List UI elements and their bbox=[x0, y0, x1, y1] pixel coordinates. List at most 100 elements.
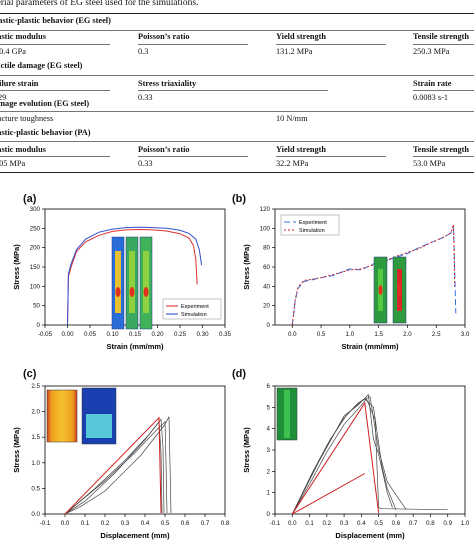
y-tick-label: 0.0 bbox=[31, 511, 40, 518]
table-cell: 0.3 bbox=[138, 47, 149, 56]
series-line-4 bbox=[64, 416, 172, 515]
table-rule bbox=[413, 156, 474, 157]
x-tick-label: 0.1 bbox=[305, 520, 314, 527]
table-cell: 90.4 GPa bbox=[0, 47, 26, 56]
y-tick-label: 1 bbox=[267, 490, 271, 497]
legend-entry: Simulation bbox=[181, 312, 207, 318]
x-tick-label: 0.00 bbox=[61, 331, 74, 338]
y-tick-label: 80 bbox=[263, 245, 270, 252]
legend-box bbox=[280, 214, 340, 236]
x-tick-label: 0.8 bbox=[221, 520, 230, 527]
chart-panel-c: -0.1 0.0 0.1 0.2 0.3 0.4 0.5 0.6 0.7 0.80.00.51.0… bbox=[12, 383, 230, 540]
specimen-gauge bbox=[143, 251, 149, 313]
y-tick-label: 4 bbox=[267, 426, 271, 433]
panel-label-d: (d) bbox=[232, 368, 247, 380]
specimen-gauge bbox=[115, 251, 121, 313]
col-header: Poisson’s ratio bbox=[138, 32, 190, 41]
table-cell: racture toughness bbox=[0, 114, 54, 123]
table-rule-bottom bbox=[0, 172, 474, 173]
y-tick-label: 250 bbox=[30, 225, 41, 232]
col-header: Tensile strength bbox=[413, 32, 470, 41]
col-header: Poisson’s ratio bbox=[138, 145, 190, 154]
y-tick-label: 300 bbox=[30, 206, 41, 213]
fem-contour-inset-d bbox=[276, 387, 298, 441]
x-tick-label: 0.5 bbox=[161, 520, 170, 527]
col-header: Yield strength bbox=[276, 32, 327, 41]
table-cell: 10 N/mm bbox=[276, 114, 308, 123]
table-rule bbox=[138, 90, 328, 91]
legend: Experiment Simulation bbox=[162, 298, 222, 320]
panel-label-b: (b) bbox=[232, 193, 247, 205]
x-tick-label: 0.0 bbox=[61, 520, 70, 527]
table-rule bbox=[0, 44, 110, 45]
legend: Experiment Simulation bbox=[280, 214, 340, 236]
series-line-2 bbox=[67, 226, 203, 326]
table-cell: 53.0 MPa bbox=[413, 159, 446, 168]
series-line-2 bbox=[291, 396, 407, 515]
y-tick-label: 1.0 bbox=[31, 460, 40, 467]
x-tick-label: 0.6 bbox=[181, 520, 190, 527]
table-rule bbox=[276, 44, 386, 45]
table-rule bbox=[138, 156, 248, 157]
y-tick-label: 6 bbox=[267, 383, 271, 390]
x-tick-label: 0.7 bbox=[201, 520, 210, 527]
x-tick-label: 0.0 bbox=[288, 520, 297, 527]
x-tick-label: -0.05 bbox=[38, 331, 53, 338]
specimen-gauge bbox=[129, 251, 135, 313]
stress-hotspot bbox=[115, 287, 121, 297]
y-tick-label: 100 bbox=[260, 225, 271, 232]
y-tick-label: 2.0 bbox=[31, 409, 40, 416]
section-title-damage-evolution: amage evolution (EG steel) bbox=[0, 99, 90, 108]
x-tick-label: 1.0 bbox=[461, 520, 470, 527]
x-tick-label: 0.4 bbox=[141, 520, 150, 527]
table-cell: 29 bbox=[0, 93, 7, 102]
y-tick-label: 0 bbox=[267, 322, 271, 329]
table-rule bbox=[413, 44, 474, 45]
y-tick-label: 100 bbox=[30, 283, 41, 290]
table-cell: 905 MPa bbox=[0, 159, 26, 168]
col-header: Tensile strength bbox=[413, 145, 470, 154]
stress-hotspot bbox=[378, 285, 383, 295]
table-rule bbox=[0, 75, 474, 76]
y-axis-label: Stress (MPa) bbox=[12, 244, 21, 290]
table-rule bbox=[0, 111, 474, 112]
y-tick-label: 150 bbox=[30, 264, 41, 271]
beam-center-band bbox=[284, 390, 290, 438]
fem-contour-inset-a bbox=[111, 236, 153, 330]
x-tick-label: 0.3 bbox=[121, 520, 130, 527]
x-tick-label: 1.5 bbox=[374, 331, 383, 338]
y-tick-label: 5 bbox=[267, 404, 271, 411]
y-axis-label: Stress (MPa) bbox=[242, 427, 251, 473]
x-tick-label: 0.25 bbox=[174, 331, 187, 338]
section-title-ep-steel: lastic-plastic behavior (EG steel) bbox=[0, 16, 111, 25]
y-tick-label: 0.5 bbox=[31, 485, 40, 492]
x-tick-label: -0.1 bbox=[40, 520, 51, 527]
chart-panel-b: 0.0 0.5 1.0 1.5 2.0 2.5 3.0 0 20 40 60 80 100 120 Stra… bbox=[242, 206, 470, 351]
chart-panel-d: -0.1 0.0 0.1 0.2 0.3 0.4 0.5 0.6 0.7 0.8 0.9 1.0 0 1 2… bbox=[242, 383, 470, 540]
series-line-6 bbox=[292, 473, 366, 515]
series-line-1 bbox=[67, 228, 198, 326]
table-cell: 0.0083 s-1 bbox=[413, 93, 449, 102]
x-axis-label: Strain (mm/mm) bbox=[341, 342, 399, 351]
table-rule bbox=[0, 156, 110, 157]
fem-contour-inset-c bbox=[46, 387, 117, 445]
table-rule bbox=[0, 141, 474, 142]
table-rule bbox=[138, 44, 248, 45]
table-cell: 0.33 bbox=[138, 93, 153, 102]
x-tick-label: 0.5 bbox=[374, 520, 383, 527]
stress-hotspot bbox=[129, 287, 135, 297]
y-tick-label: 0 bbox=[267, 511, 271, 518]
y-axis-label: Stress (MPa) bbox=[242, 244, 251, 290]
x-tick-label: 1.0 bbox=[346, 331, 355, 338]
legend-entry: Simulation bbox=[299, 228, 325, 234]
x-tick-label: 0.0 bbox=[288, 331, 297, 338]
x-axis-label: Strain (mm/mm) bbox=[106, 342, 164, 351]
x-tick-label: 0.15 bbox=[129, 331, 142, 338]
y-tick-label: 20 bbox=[263, 303, 270, 310]
table-rule bbox=[276, 156, 386, 157]
x-axis-label: Displacement (mm) bbox=[335, 531, 405, 540]
fem-contour-inset-b bbox=[373, 256, 407, 324]
table-rule bbox=[413, 90, 474, 91]
y-tick-label: 50 bbox=[33, 303, 40, 310]
x-tick-label: 0.3 bbox=[340, 520, 349, 527]
